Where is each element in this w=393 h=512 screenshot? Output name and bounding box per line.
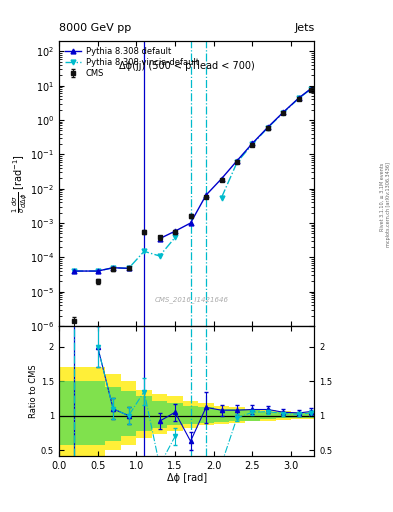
Bar [152, 400, 167, 428]
Text: Δϕ(jj) (500 < pTlead < 700): Δϕ(jj) (500 < pTlead < 700) [119, 61, 255, 71]
Bar [276, 412, 291, 418]
Bar [167, 403, 183, 425]
Text: Jets: Jets [294, 23, 314, 33]
Bar [245, 409, 260, 421]
Bar [276, 411, 291, 420]
Bar [183, 400, 198, 428]
Text: CMS_2016_I1421646: CMS_2016_I1421646 [155, 296, 229, 303]
Bar [136, 390, 152, 438]
Bar [260, 410, 276, 420]
Bar [90, 381, 105, 444]
Bar [121, 381, 136, 444]
Bar [136, 396, 152, 431]
Bar [260, 412, 276, 419]
Bar [229, 410, 245, 421]
Bar [245, 410, 260, 420]
Bar [183, 406, 198, 424]
Bar [121, 391, 136, 436]
Bar [59, 368, 90, 456]
Bar [291, 412, 314, 419]
X-axis label: Δϕ [rad]: Δϕ [rad] [167, 473, 207, 483]
Bar [105, 387, 121, 440]
Y-axis label: $\frac{1}{\sigma}\frac{d\sigma}{d\Delta\phi}$ [rad$^{-1}$]: $\frac{1}{\sigma}\frac{d\sigma}{d\Delta\… [10, 154, 29, 213]
Y-axis label: Ratio to CMS: Ratio to CMS [29, 364, 38, 418]
Bar [152, 394, 167, 434]
Bar [291, 413, 314, 418]
Bar [167, 396, 183, 431]
Legend: Pythia 8.308 default, Pythia 8.308 vincia-default, CMS: Pythia 8.308 default, Pythia 8.308 vinci… [63, 45, 200, 80]
Bar [90, 368, 105, 456]
Bar [105, 374, 121, 450]
Bar [214, 406, 229, 424]
Text: Rivet 3.1.10, ≥ 3.1M events
mcplots.cern.ch [arXiv:1306.3436]: Rivet 3.1.10, ≥ 3.1M events mcplots.cern… [380, 162, 391, 247]
Bar [198, 408, 214, 422]
Bar [59, 381, 90, 444]
Text: 8000 GeV pp: 8000 GeV pp [59, 23, 131, 33]
Bar [229, 408, 245, 422]
Bar [214, 409, 229, 422]
Bar [198, 403, 214, 425]
